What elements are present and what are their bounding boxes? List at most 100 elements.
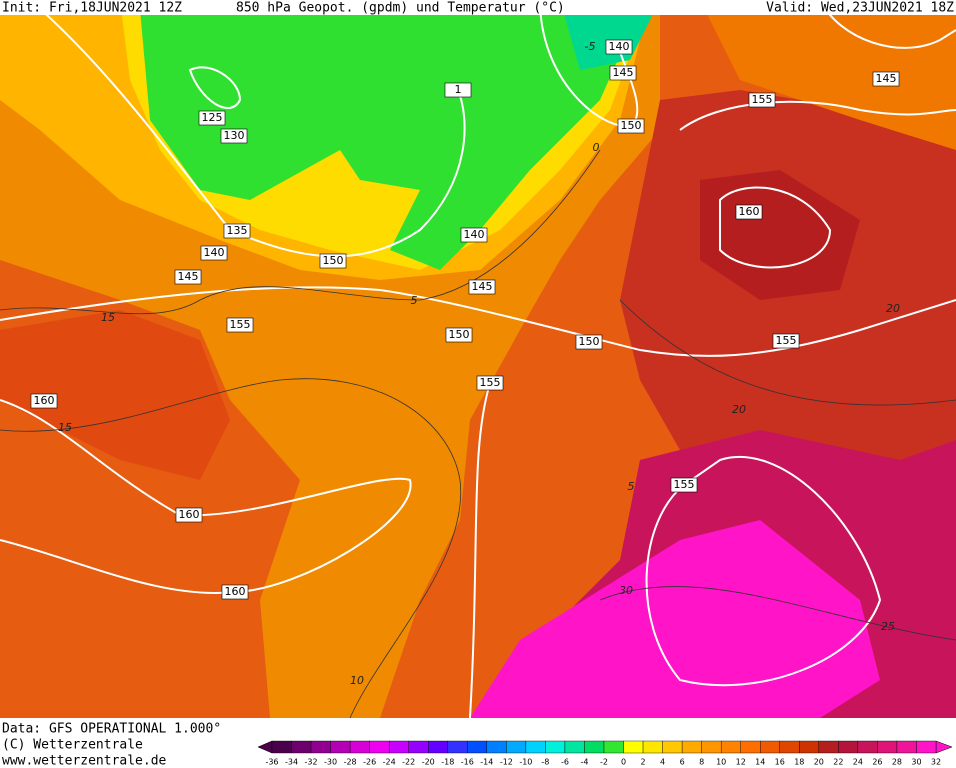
colorbar-cell (310, 740, 331, 754)
temperature-label: 15 (101, 311, 115, 324)
colorbar-cell (486, 740, 507, 754)
label-box (444, 82, 472, 98)
colorbar-tick-label: -24 (383, 758, 396, 767)
colorbar-tick-label: -8 (541, 758, 549, 767)
temperature-label: 0 (593, 141, 600, 154)
colorbar-tick-label: 14 (755, 758, 765, 767)
colorbar-cell (330, 740, 351, 754)
geopotential-label: 150 (579, 335, 600, 348)
colorbar-cell (369, 740, 390, 754)
colorbar-cell (349, 740, 370, 754)
colorbar-cell (408, 740, 429, 754)
temperature-label: 10 (350, 674, 364, 687)
colorbar-cell (662, 740, 683, 754)
geopotential-label: 125 (202, 111, 223, 124)
colorbar-tick-label: 16 (775, 758, 785, 767)
temperature-label: 20 (732, 403, 746, 416)
colorbar-cell (779, 740, 800, 754)
colorbar-tick-label: 8 (699, 758, 704, 767)
colorbar-cell (467, 740, 488, 754)
geopotential-label: 140 (204, 246, 225, 259)
colorbar-cell (857, 740, 878, 754)
colorbar-cell (720, 740, 741, 754)
colorbar-tick-label: 6 (680, 758, 685, 767)
colorbar-cell (799, 740, 820, 754)
colorbar-tick-label: 2 (641, 758, 646, 767)
colorbar-cell (896, 740, 917, 754)
colorbar-tick-label: -14 (480, 758, 493, 767)
geopotential-label: 145 (876, 72, 897, 85)
label-box (220, 128, 248, 144)
init-time: Init: Fri,18JUN2021 12Z (2, 1, 182, 16)
geopotential-label: 160 (225, 585, 246, 598)
colorbar-cell (623, 740, 644, 754)
colorbar-tick-label: -10 (519, 758, 532, 767)
colorbar-tick-label: 10 (716, 758, 726, 767)
temperature-label: 20 (886, 302, 900, 315)
label-box (748, 92, 776, 108)
geopotential-label: 160 (179, 508, 200, 521)
geopotential-label: 155 (674, 478, 695, 491)
copyright: (C) Wetterzentrale (2, 738, 143, 753)
label-box (772, 333, 800, 349)
colorbar-tick-label: -2 (600, 758, 608, 767)
colorbar-cell (428, 740, 448, 754)
colorbar-cell (271, 740, 292, 754)
colorbar-tick-label: 22 (833, 758, 843, 767)
colorbar-tick-label: 20 (814, 758, 824, 767)
map-title: 850 hPa Geopot. (gpdm) und Temperatur (°… (236, 1, 565, 16)
label-box (468, 279, 496, 295)
label-box (476, 375, 504, 391)
colorbar-tick-label: 24 (853, 758, 863, 767)
temperature-label: 5 (628, 480, 635, 493)
colorbar-tick-label: -36 (265, 758, 278, 767)
label-box (460, 227, 488, 243)
label-box (575, 334, 603, 350)
colorbar-tick-label: -12 (500, 758, 513, 767)
label-box (670, 477, 698, 493)
colorbar: -36 -34 -32 -30 -28 -26 -24 -22 -20 -18 -16 -14 -12-… (257, 740, 953, 767)
label-box (175, 507, 203, 523)
geopotential-label: 145 (178, 270, 199, 283)
geopotential-label: 160 (739, 205, 760, 218)
label-box (605, 39, 633, 55)
colorbar-tick-label: -20 (422, 758, 435, 767)
label-box (30, 393, 58, 409)
colorbar-tick-label: -30 (324, 758, 337, 767)
colorbar-tick-label: -18 (441, 758, 454, 767)
label-box (223, 223, 251, 239)
label-box (226, 317, 254, 333)
colorbar-cell (603, 740, 624, 754)
colorbar-cell (388, 740, 409, 754)
valid-time: Valid: Wed,23JUN2021 18Z (766, 1, 954, 16)
label-box (319, 253, 347, 269)
label-box (609, 65, 637, 81)
colorbar-tick-label: 18 (794, 758, 804, 767)
colorbar-tick-label: 28 (892, 758, 902, 767)
header-bar (0, 0, 956, 15)
colorbar-tick-label: -4 (580, 758, 588, 767)
colorbar-tick-label: -34 (285, 758, 298, 767)
colorbar-cell (701, 740, 722, 754)
geopotential-label: 155 (752, 93, 773, 106)
colorbar-tick-label: 30 (911, 758, 921, 767)
colorbar-cell (877, 740, 898, 754)
geopotential-label: 160 (34, 394, 55, 407)
colorbar-tick-label: -6 (561, 758, 569, 767)
label-box (735, 204, 763, 220)
geopotential-label: 145 (613, 66, 634, 79)
colorbar-cell (740, 740, 761, 754)
colorbar-cell (447, 740, 468, 754)
temperature-label: 25 (881, 620, 895, 633)
temperature-label: 30 (619, 584, 633, 597)
colorbar-tick-label: -28 (344, 758, 357, 767)
label-box (872, 71, 900, 87)
geopotential-label: 150 (621, 119, 642, 132)
geopotential-label: 155 (776, 334, 797, 347)
geopotential-label: 1 (455, 83, 462, 96)
colorbar-tick-label: -16 (461, 758, 474, 767)
colorbar-cell (564, 740, 585, 754)
colorbar-tick-label: 26 (872, 758, 882, 767)
colorbar-cell (642, 740, 663, 754)
